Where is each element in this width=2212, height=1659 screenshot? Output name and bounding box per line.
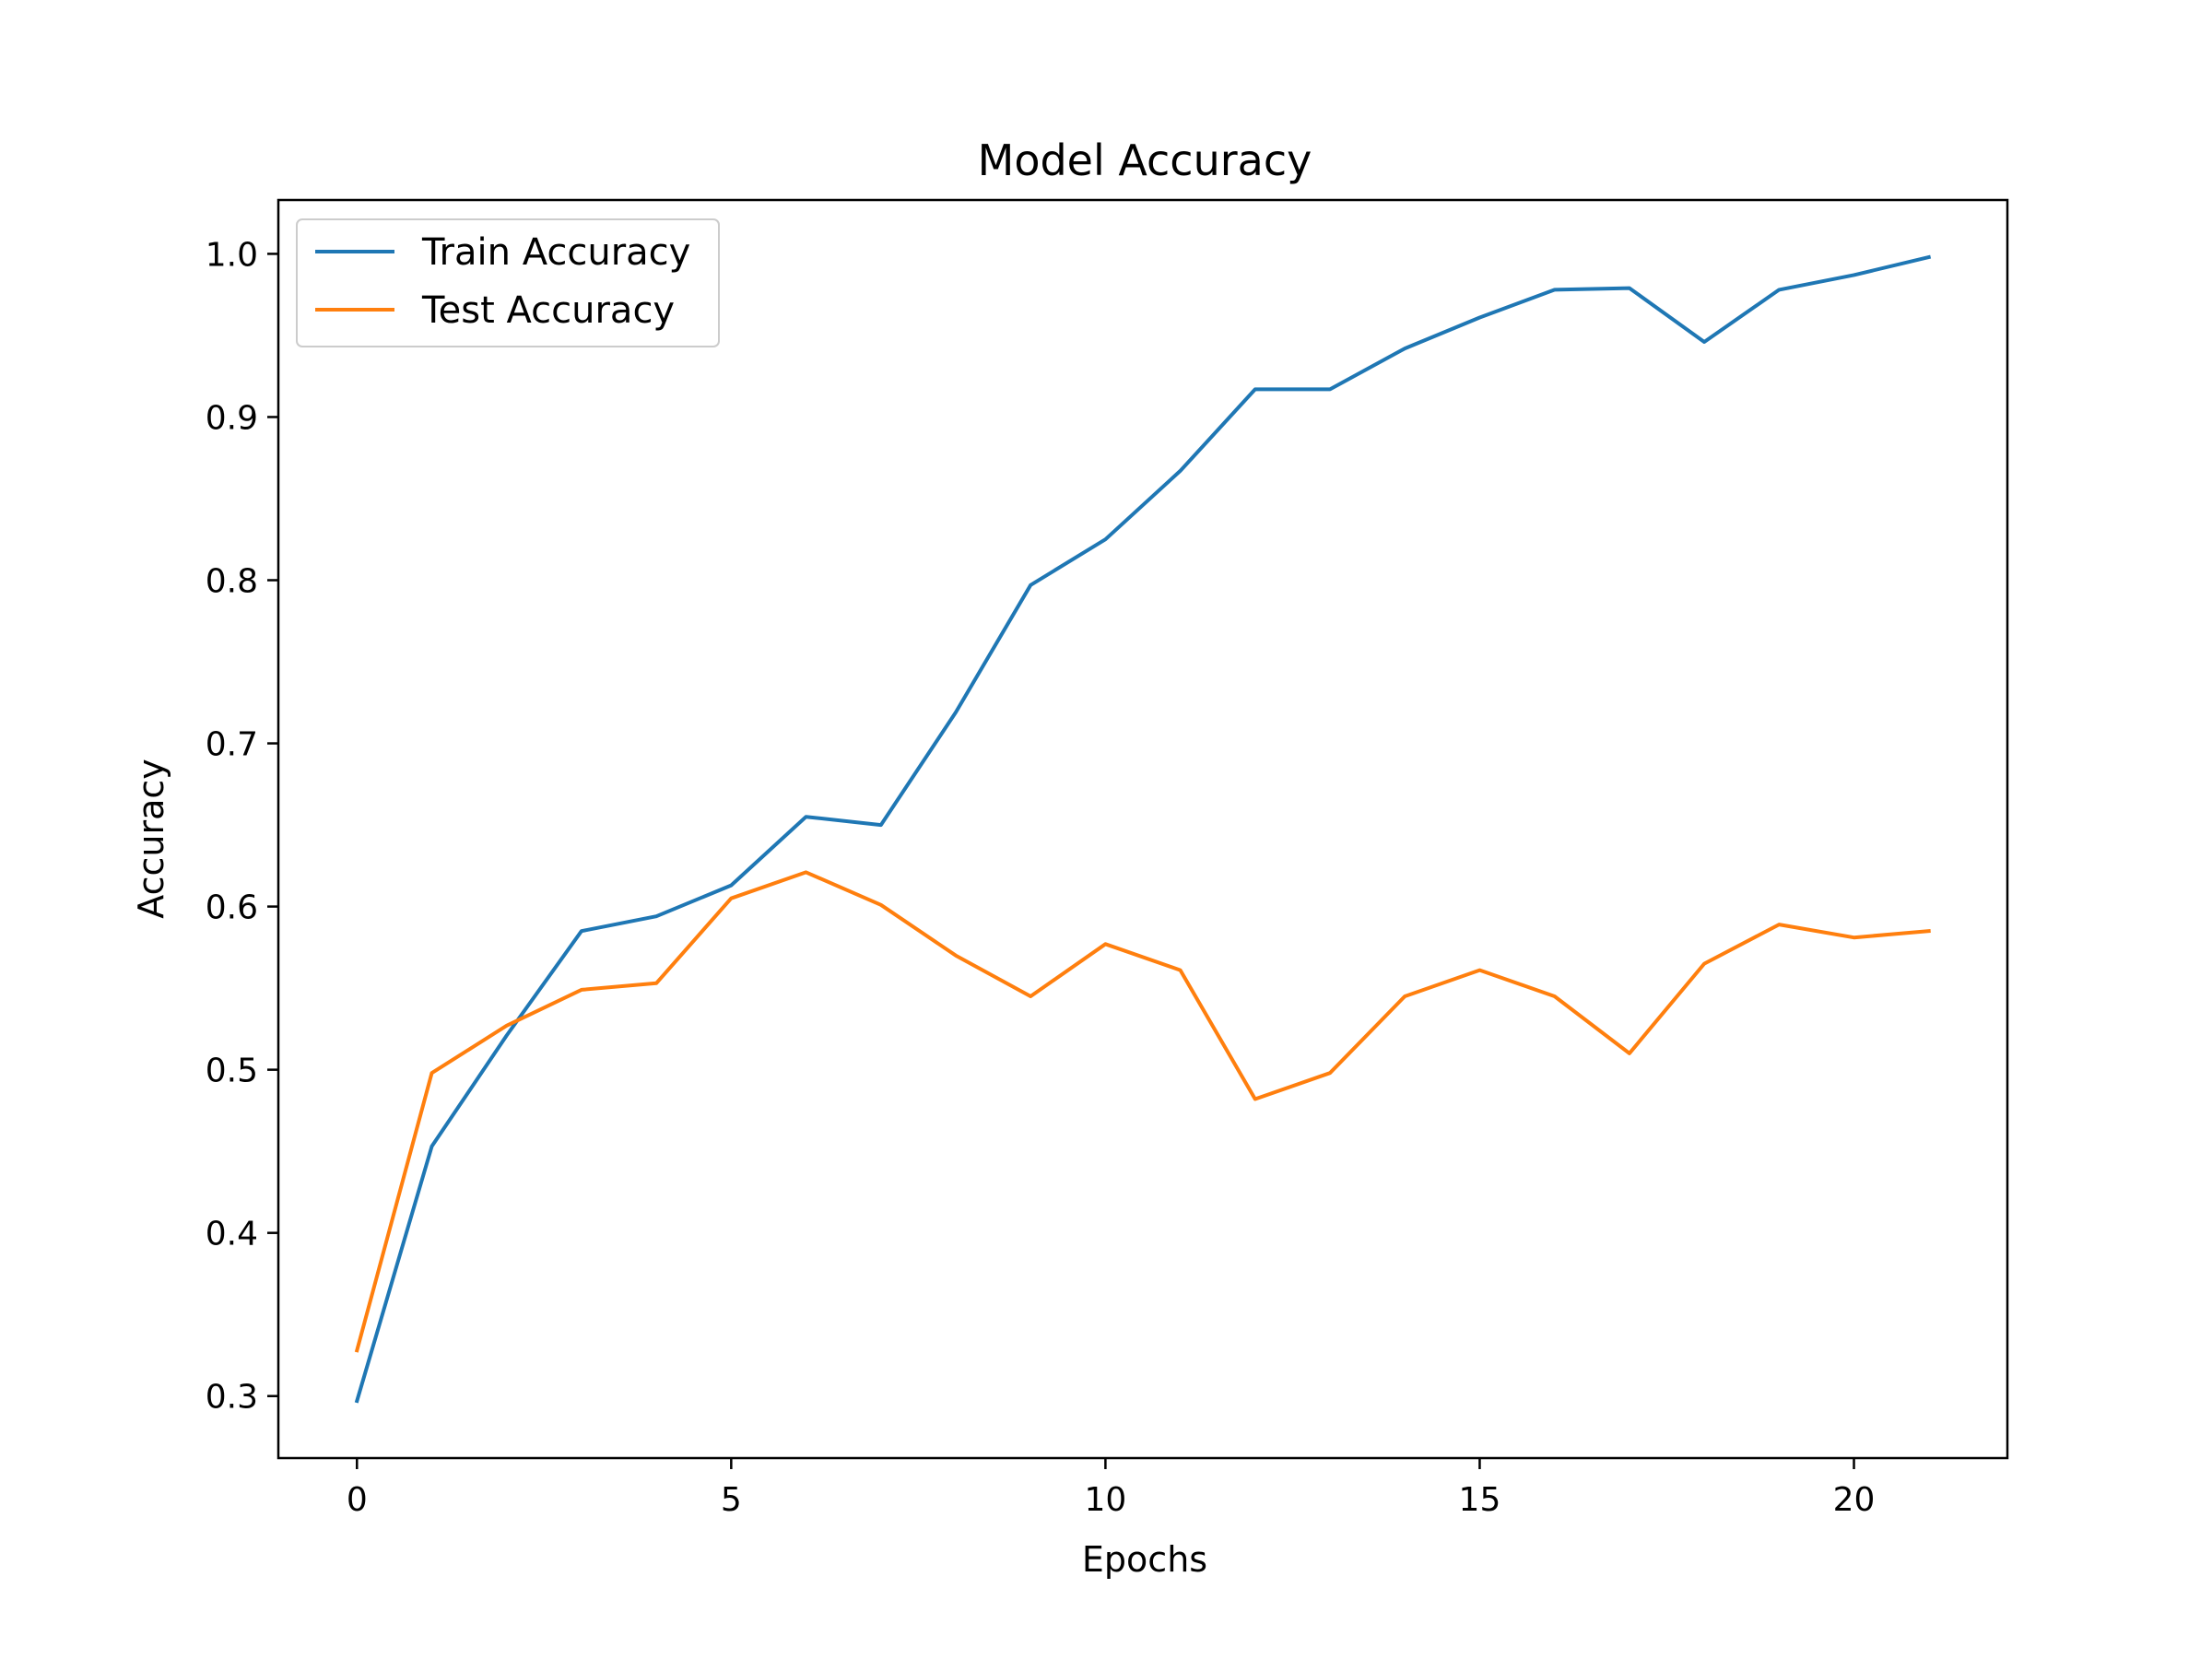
- y-tick-label: 0.8: [206, 563, 258, 601]
- legend-label-test: Test Accuracy: [421, 289, 675, 332]
- y-tick-label: 0.7: [206, 726, 258, 764]
- series-layer: [354, 254, 1932, 1404]
- y-axis: 0.3 0.4 0.5 0.6 0.7 0.8 0.9 1.0: [206, 236, 278, 1417]
- chart-title: Model Accuracy: [978, 135, 1312, 185]
- legend-label-train: Train Accuracy: [421, 231, 690, 274]
- axes-frame: [276, 198, 2009, 1460]
- y-tick-label: 0.5: [206, 1053, 258, 1090]
- y-axis-label: Accuracy: [131, 759, 171, 919]
- legend-box: [296, 218, 720, 347]
- x-axis-label: Epochs: [1082, 1539, 1207, 1580]
- legend: Train Accuracy Test Accuracy: [296, 218, 720, 347]
- plot-area: [276, 198, 2009, 1460]
- y-tick-label: 0.4: [206, 1216, 258, 1253]
- y-tick-label: 0.9: [206, 399, 258, 437]
- x-tick-label: 0: [347, 1481, 368, 1519]
- series-line-test: [354, 870, 1931, 1353]
- x-tick-label: 5: [721, 1481, 742, 1519]
- series-line-train: [354, 254, 1932, 1404]
- y-tick-label: 0.6: [206, 889, 258, 927]
- x-axis: 0 5 10 15 20: [347, 1458, 1876, 1519]
- x-tick-label: 20: [1833, 1481, 1876, 1519]
- x-tick-label: 10: [1084, 1481, 1126, 1519]
- x-tick-label: 15: [1459, 1481, 1501, 1519]
- y-tick-label: 0.3: [206, 1379, 258, 1417]
- y-tick-label: 1.0: [206, 236, 258, 274]
